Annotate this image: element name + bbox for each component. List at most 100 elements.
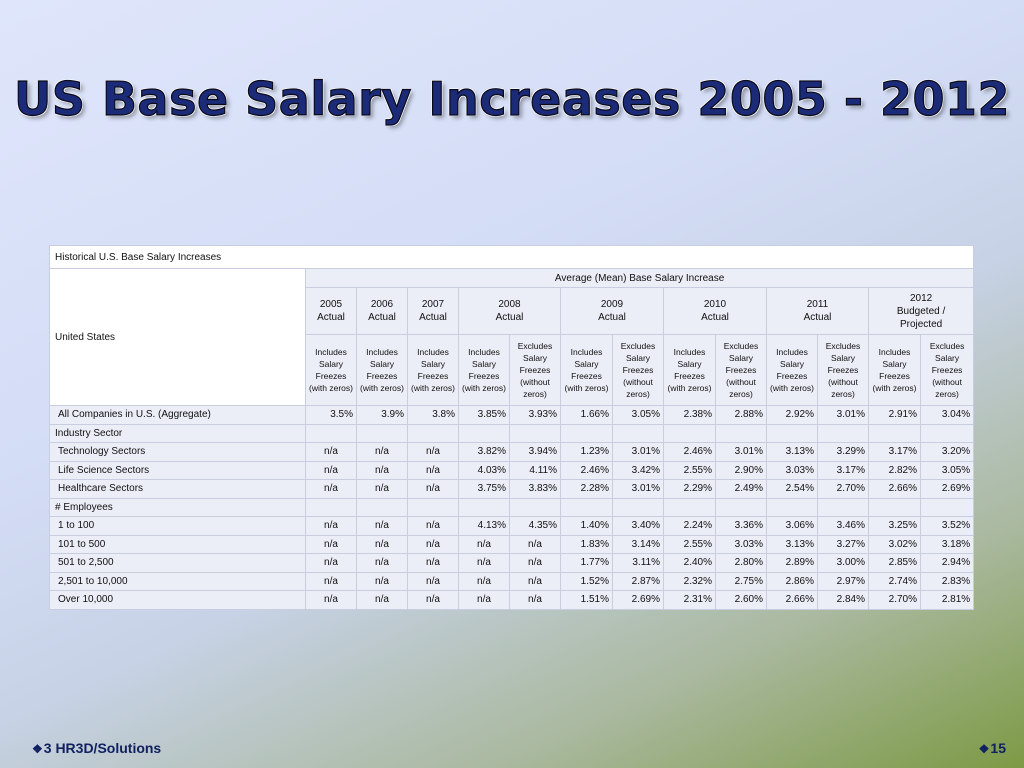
column-subheader: Excludes Salary Freezes (without zeros) — [612, 334, 664, 406]
table-cell: n/a — [356, 553, 408, 573]
table-cell: n/a — [407, 442, 459, 462]
page-number: 15 — [990, 740, 1006, 756]
table-cell: 2.87% — [612, 571, 664, 591]
diamond-bullet-icon: ❖ — [978, 742, 990, 756]
table-cell: 2.70% — [817, 479, 869, 499]
column-subheader: Excludes Salary Freezes (without zeros) — [715, 334, 767, 406]
table-cell: n/a — [458, 590, 510, 610]
table-cell: n/a — [407, 553, 459, 573]
table-cell: 2.32% — [663, 571, 716, 591]
table-cell — [560, 423, 613, 443]
table-cell: n/a — [356, 571, 408, 591]
year-header-row: 2005 Actual 2006 Actual 2007 Actual 2008 Actual… — [50, 287, 975, 335]
table-cell: 3.8% — [407, 405, 459, 425]
table-row: 2,501 to 10,000 n/a n/a n/a n/a n/a 1.52% 2.87%… — [49, 571, 975, 591]
table-cell: 2.69% — [919, 479, 975, 499]
table-cell: 2.49% — [715, 479, 767, 499]
table-cell: 3.14% — [612, 534, 664, 554]
table-cell — [715, 497, 767, 517]
table-cell: 4.03% — [458, 460, 510, 480]
table-cell: n/a — [407, 479, 459, 499]
column-subheader: Includes Salary Freezes (with zeros) — [305, 334, 357, 406]
section-row: # Employees — [49, 497, 975, 517]
table-cell: n/a — [407, 460, 459, 480]
slide-title: US Base Salary Increases 2005 - 2012 — [13, 71, 1011, 126]
table-cell: n/a — [305, 571, 357, 591]
table-cell: n/a — [356, 460, 408, 480]
footer-left: ❖3 HR3D/Solutions — [32, 740, 161, 756]
table-cell: 2.74% — [868, 571, 921, 591]
table-cell: 3.06% — [766, 516, 818, 536]
table-cell: n/a — [509, 571, 561, 591]
table-cell — [612, 423, 664, 443]
table-cell: 3.11% — [612, 553, 664, 573]
table-cell: n/a — [356, 590, 408, 610]
year-header: 2006 Actual — [356, 287, 408, 335]
table-cell: 2.24% — [663, 516, 716, 536]
table-caption: Historical U.S. Base Salary Increases — [48, 245, 975, 269]
table-cell: 3.13% — [766, 442, 818, 462]
table-cell: 2.92% — [766, 405, 818, 425]
table-cell — [868, 423, 921, 443]
table-cell: 2.66% — [868, 479, 921, 499]
table-cell: n/a — [305, 534, 357, 554]
table-cell: 2.29% — [663, 479, 716, 499]
table-cell: 2.97% — [817, 571, 869, 591]
table-cell: 3.03% — [766, 460, 818, 480]
year-header: 2010 Actual — [663, 287, 767, 335]
table-cell: n/a — [407, 534, 459, 554]
table-cell: 3.20% — [919, 442, 975, 462]
table-cell: 1.83% — [560, 534, 613, 554]
table-cell: 4.35% — [509, 516, 561, 536]
table-cell: 2.66% — [766, 590, 818, 610]
table-row: Technology Sectors n/a n/a n/a 3.82% 3.94% 1.2… — [49, 442, 975, 462]
table-cell: 2.89% — [766, 553, 818, 573]
table-cell: 2.46% — [560, 460, 613, 480]
table-cell: 2.82% — [868, 460, 921, 480]
column-subheader: Excludes Salary Freezes (without zeros) — [919, 334, 975, 406]
table-cell: 2.80% — [715, 553, 767, 573]
table-cell: 2.81% — [919, 590, 975, 610]
column-subheader: Includes Salary Freezes (with zeros) — [356, 334, 408, 406]
table-cell: n/a — [305, 590, 357, 610]
table-row: Over 10,000 n/a n/a n/a n/a n/a 1.51% 2.69% 2.31… — [49, 590, 975, 610]
table-cell: 3.05% — [919, 460, 975, 480]
caption-row: Historical U.S. Base Salary Increases — [48, 245, 975, 269]
table-cell: 3.17% — [817, 460, 869, 480]
table-cell: 3.29% — [817, 442, 869, 462]
table-cell: 1.40% — [560, 516, 613, 536]
section-label: # Employees — [49, 497, 306, 517]
column-subheader: Includes Salary Freezes (with zeros) — [868, 334, 921, 406]
table-cell: 3.83% — [509, 479, 561, 499]
table-cell: 2.84% — [817, 590, 869, 610]
table-cell: 2.38% — [663, 405, 716, 425]
table-cell: 2.31% — [663, 590, 716, 610]
year-header: 2009 Actual — [560, 287, 664, 335]
row-label: 2,501 to 10,000 — [49, 571, 306, 591]
table-cell: n/a — [305, 442, 357, 462]
table-cell — [407, 423, 459, 443]
table-cell: n/a — [356, 479, 408, 499]
row-label: 101 to 500 — [49, 534, 306, 554]
table-cell: 2.90% — [715, 460, 767, 480]
table-row: All Companies in U.S. (Aggregate) 3.5% 3.9… — [49, 405, 975, 425]
table-cell: 2.83% — [919, 571, 975, 591]
table-cell — [305, 423, 357, 443]
row-label: Over 10,000 — [49, 590, 306, 610]
table-cell: 2.40% — [663, 553, 716, 573]
table-cell: 2.46% — [663, 442, 716, 462]
table-cell: n/a — [305, 553, 357, 573]
table-cell: 3.93% — [509, 405, 561, 425]
table-cell: n/a — [458, 534, 510, 554]
table-cell — [715, 423, 767, 443]
table-cell: 3.13% — [766, 534, 818, 554]
year-header: 2012 Budgeted / Projected — [867, 287, 975, 335]
row-label: Healthcare Sectors — [49, 479, 306, 499]
table-cell — [868, 497, 921, 517]
table-cell: 1.77% — [560, 553, 613, 573]
table-cell: 2.54% — [766, 479, 818, 499]
table-cell — [663, 423, 716, 443]
table-cell: 3.01% — [612, 442, 664, 462]
table-cell: 2.85% — [868, 553, 921, 573]
table-cell: n/a — [407, 571, 459, 591]
